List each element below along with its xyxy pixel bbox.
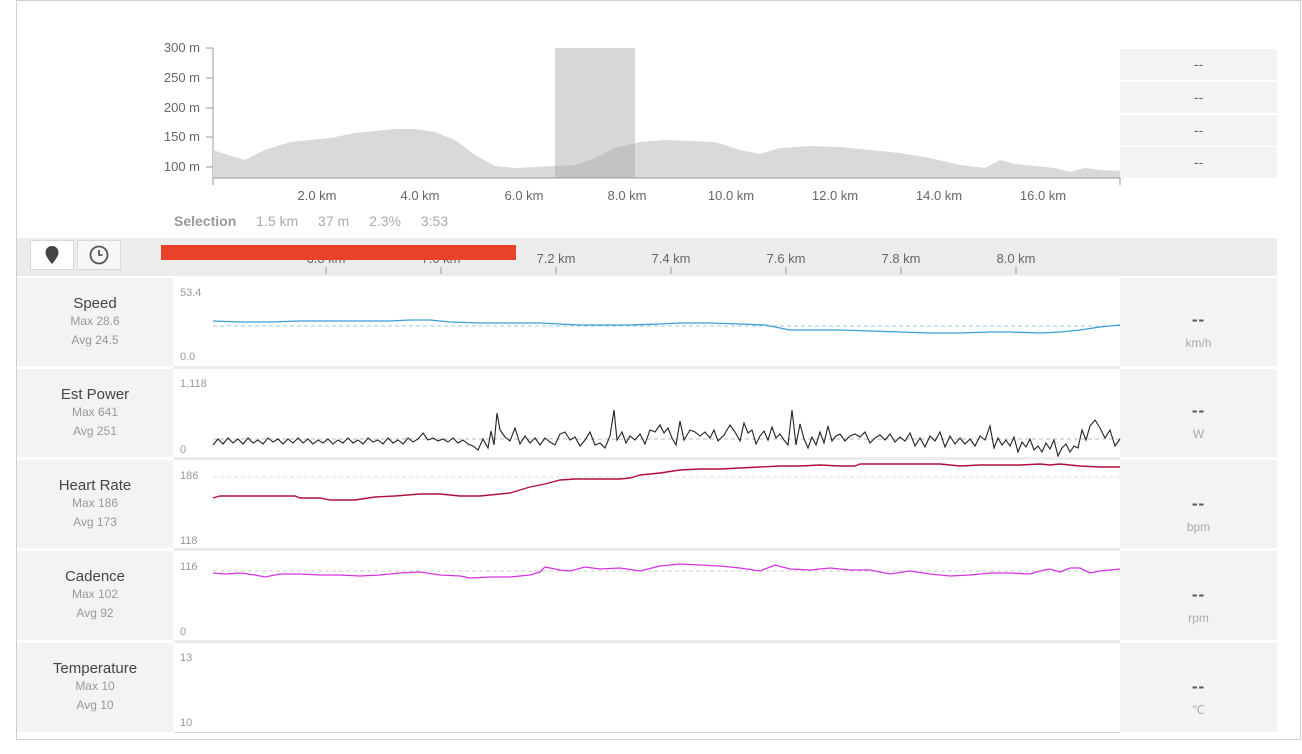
heartrate-unit: bpm (1186, 520, 1211, 534)
selection-grade: 2.3% (369, 213, 401, 229)
elevation-profile-svg (206, 47, 1121, 185)
time-mode-button[interactable] (77, 240, 121, 270)
selection-distance: 1.5 km (256, 213, 299, 229)
power-label-cell: Est Power Max 641 Avg 251 (17, 369, 173, 457)
cadence-label-cell: Cadence Max 102 Avg 92 (17, 551, 173, 640)
heartrate-current-value: -- (1191, 494, 1206, 513)
temperature-avg: Avg 10 (76, 698, 114, 712)
elevation-stat-cell: -- (1120, 82, 1277, 113)
row-divider (174, 548, 1120, 551)
cadence-avg: Avg 92 (76, 606, 114, 620)
elevation-x-tick: 14.0 km (915, 188, 963, 203)
cadence-max: Max 102 (71, 587, 119, 601)
speed-avg: Avg 24.5 (71, 333, 119, 347)
heartrate-y-max: 186 (180, 470, 199, 482)
speed-chart[interactable] (174, 278, 1120, 366)
heartrate-value-cell: -- bpm (1120, 460, 1277, 548)
power-title: Est Power (60, 386, 130, 403)
power-avg: Avg 251 (73, 424, 117, 438)
power-y-max: 1,118 (180, 378, 207, 390)
speed-unit: km/h (1185, 336, 1212, 350)
selection-time: 3:53 (420, 213, 449, 229)
activity-analysis-panel (16, 0, 1301, 740)
heartrate-title: Heart Rate (58, 477, 132, 494)
elevation-x-tick: 12.0 km (811, 188, 859, 203)
temperature-unit: ℃ (1191, 703, 1206, 717)
cadence-title: Cadence (64, 568, 126, 585)
map-pin-icon (45, 246, 59, 264)
power-current-value: -- (1191, 401, 1206, 420)
cadence-value-cell: -- rpm (1120, 551, 1277, 640)
cadence-current-value: -- (1191, 585, 1206, 604)
elevation-y-tick: 150 m (163, 129, 200, 144)
power-value-cell: -- W (1120, 369, 1277, 457)
elevation-selection-rect (555, 48, 635, 178)
speed-title: Speed (73, 295, 117, 312)
selection-summary: Selection 1.5 km 37 m 2.3% 3:53 (174, 213, 464, 229)
elevation-y-tick: 300 m (163, 40, 200, 55)
speed-y-max: 53.4 (180, 287, 202, 299)
zoom-x-tick: 7.6 km (766, 251, 806, 266)
elevation-y-tick: 250 m (163, 70, 200, 85)
elevation-y-tick: 100 m (163, 159, 200, 174)
speed-label-cell: Speed Max 28.6 Avg 24.5 (17, 278, 173, 366)
speed-current-value: -- (1191, 310, 1206, 329)
temperature-y-min: 10 (180, 717, 193, 729)
elevation-x-tick: 2.0 km (297, 188, 337, 203)
heartrate-max: Max 186 (71, 496, 119, 510)
power-y-min: 0 (180, 444, 187, 456)
heartrate-label-cell: Heart Rate Max 186 Avg 173 (17, 460, 173, 548)
cadence-unit: rpm (1188, 611, 1209, 625)
row-divider (174, 640, 1120, 643)
temperature-title: Temperature (52, 660, 138, 677)
heartrate-chart[interactable] (174, 460, 1120, 548)
distance-mode-button[interactable] (30, 240, 74, 270)
zoom-x-tick: 7.4 km (651, 251, 691, 266)
temperature-label-cell: Temperature Max 10 Avg 10 (17, 643, 173, 732)
zoom-x-tick: 8.0 km (996, 251, 1036, 266)
clock-icon (89, 245, 109, 265)
speed-y-min: 0.0 (180, 351, 196, 363)
elevation-stat-cell: -- (1120, 49, 1277, 80)
zoom-x-tick: 7.2 km (536, 251, 576, 266)
elevation-stat-cell: -- (1120, 147, 1277, 178)
cadence-y-max: 116 (180, 561, 198, 573)
zoom-x-tick: 7.8 km (881, 251, 921, 266)
elevation-x-tick: 4.0 km (400, 188, 440, 203)
temperature-y-max: 13 (180, 652, 193, 664)
temperature-current-value: -- (1191, 677, 1206, 696)
row-divider (174, 457, 1120, 460)
power-chart[interactable] (174, 369, 1120, 457)
speed-value-cell: -- km/h (1120, 278, 1277, 366)
selection-elevation: 37 m (318, 213, 350, 229)
zoom-axis-svg (325, 267, 1017, 274)
cadence-y-min: 0 (180, 626, 187, 638)
selection-highlight-bar[interactable] (161, 245, 516, 260)
temperature-chart[interactable] (174, 643, 1120, 732)
temperature-max: Max 10 (75, 679, 115, 693)
selection-label: Selection (174, 213, 237, 229)
elevation-x-tick: 8.0 km (607, 188, 647, 203)
speed-max: Max 28.6 (70, 314, 120, 328)
power-max: Max 641 (71, 405, 119, 419)
row-divider (174, 366, 1120, 369)
elevation-stat-cell: -- (1120, 115, 1277, 146)
temperature-value-cell: -- ℃ (1120, 643, 1277, 732)
elevation-x-tick: 10.0 km (707, 188, 755, 203)
row-divider (174, 732, 1120, 733)
heartrate-avg: Avg 173 (73, 515, 117, 529)
elevation-x-tick: 16.0 km (1019, 188, 1067, 203)
power-unit: W (1192, 427, 1205, 441)
heartrate-y-min: 118 (180, 535, 198, 547)
elevation-y-tick: 200 m (163, 100, 200, 115)
cadence-chart[interactable] (174, 551, 1120, 640)
elevation-x-tick: 6.0 km (504, 188, 544, 203)
